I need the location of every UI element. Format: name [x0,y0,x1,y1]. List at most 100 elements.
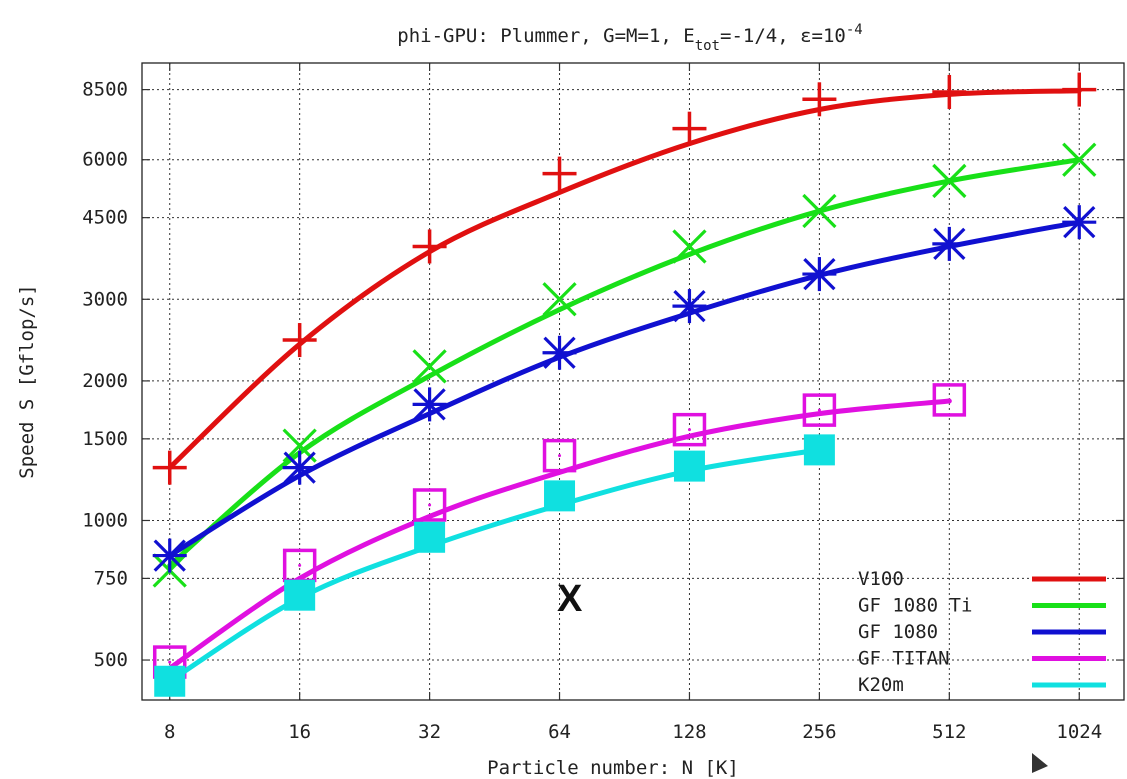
data-point [932,383,967,417]
data-point [1062,142,1097,177]
open-square-marker [932,383,967,417]
data-point [672,111,707,146]
y-tick-label: 750 [94,567,128,589]
series-fit-line [167,157,1082,568]
series-fit-line [167,398,952,671]
filled-square-marker [414,521,446,553]
data-point [932,74,967,109]
data-point [672,289,707,324]
cross-marker-b [932,163,967,199]
y-tick-label: 1000 [82,509,128,531]
cursor-arrow-icon [1032,753,1048,773]
open-square-center-dot [817,408,821,412]
data-point [412,488,447,522]
data-point [802,193,837,229]
x-tick-label: 128 [672,721,706,743]
filled-square-marker [803,434,835,466]
open-square-center-dot [428,503,432,507]
legend-label: GF 1080 Ti [858,595,972,617]
filled-square-marker [673,450,705,482]
legend-item: K20m [858,674,1106,696]
open-square-marker [672,412,707,447]
y-axis-label: Speed S [Gflop/s] [16,284,38,478]
cross-marker-b [412,349,447,384]
legend-item: GF 1080 [858,621,1106,643]
y-tick-label: 2000 [82,370,128,392]
plot-frame [141,62,1125,701]
data-point [803,434,835,466]
data-point [802,82,837,117]
chart-title-text: phi-GPU: Plummer, G=M=1, Etot=-1/4, ε=10… [397,22,862,54]
legend-label: K20m [858,674,904,696]
cross-marker-b [672,229,707,264]
data-point [542,438,577,473]
data-point [154,665,186,697]
open-square-marker [412,488,447,522]
legend-label: GF 1080 [858,621,938,643]
cross-marker-b [802,193,837,229]
series-fit-line [167,447,822,684]
x-tick-label: 8 [164,721,175,743]
x-tick-label: 1024 [1056,721,1102,743]
x-tick-label: 64 [548,721,571,743]
open-square-center-dot [947,398,951,402]
data-point [152,450,187,485]
x-axis-label: Particle number: N [K] [487,757,739,779]
x-tick-label: 16 [288,721,311,743]
data-point [542,282,577,317]
data-point [282,450,317,485]
open-square-center-dot [558,454,562,458]
open-square-marker [802,393,837,427]
data-point [544,480,576,512]
y-tick-label: 3000 [82,288,128,310]
legend-label: GF TITAN [858,648,950,670]
data-point [542,156,577,191]
data-point [1062,205,1097,240]
data-point [542,335,577,370]
series-v100 [152,72,1097,485]
data-point [932,226,967,261]
open-square-marker [542,438,577,473]
y-tick-label: 6000 [82,149,128,171]
data-point [412,229,447,264]
open-square-center-dot [298,563,302,567]
data-point [412,387,447,422]
legend: V100 GF 1080 Ti GF 1080 GF TITAN K20m [858,568,1106,696]
open-square-center-dot [168,660,172,664]
data-point [932,163,967,199]
data-point [282,323,317,358]
y-tick-label: 8500 [82,79,128,101]
x-annotation-mark: X [557,578,583,620]
cross-marker-b [1062,142,1097,177]
series-fit-line [167,219,1082,559]
data-point [673,450,705,482]
axes: 8 16 32 64 128 256 512 1024 500 750 1000 1500 2000 30… [16,62,1125,779]
y-tick-label: 4500 [82,207,128,229]
series-gf-1080-ti [152,142,1097,588]
legend-item: GF TITAN [858,648,1106,670]
legend-item: GF 1080 Ti [858,595,1106,617]
data-point [1062,72,1097,107]
y-tick-label: 1500 [82,428,128,450]
data-point [672,229,707,264]
filled-square-marker [154,665,186,697]
cross-marker-b [542,282,577,317]
series-layer [152,72,1097,697]
legend-item: V100 [858,568,1106,590]
data-point [672,412,707,447]
series-k20m [154,434,835,697]
x-tick-label: 512 [932,721,966,743]
data-point [414,521,446,553]
data-point [152,538,187,573]
open-square-center-dot [687,428,691,432]
x-tick-label: 32 [418,721,441,743]
data-point [412,349,447,384]
y-tick-label: 500 [94,649,128,671]
data-point [802,393,837,427]
x-tick-label: 256 [802,721,836,743]
data-point [802,257,837,292]
series-gf-1080 [152,205,1097,573]
filled-square-marker [544,480,576,512]
